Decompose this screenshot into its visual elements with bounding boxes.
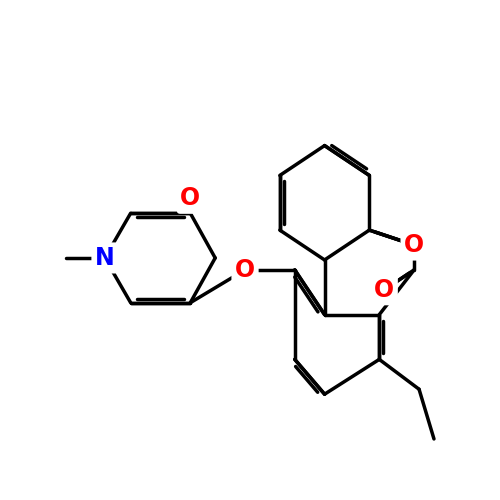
Text: O: O xyxy=(404,233,424,257)
Text: O: O xyxy=(374,278,394,302)
Text: N: N xyxy=(95,246,114,270)
Text: O: O xyxy=(235,258,255,282)
Text: O: O xyxy=(180,186,201,210)
